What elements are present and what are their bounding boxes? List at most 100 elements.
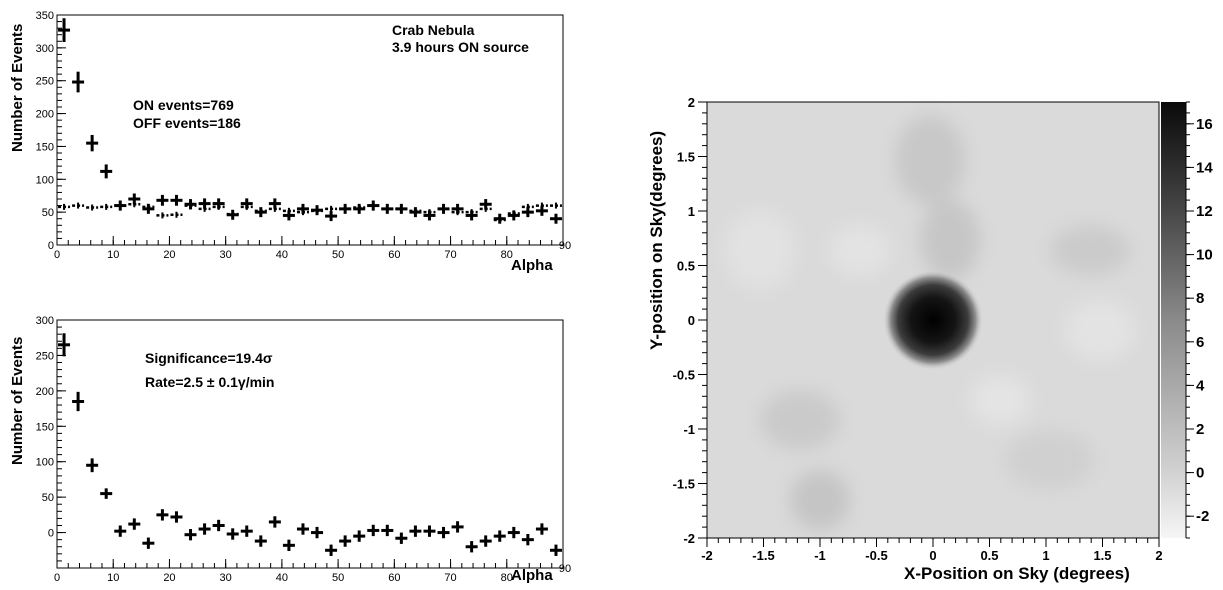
y-tick-label: -2 <box>683 531 695 546</box>
data-point <box>114 525 127 537</box>
data-point <box>156 509 169 521</box>
x-tick-label: -0.5 <box>865 548 887 563</box>
off-data-point <box>409 207 422 214</box>
annotation-off-events: OFF events=186 <box>133 115 241 131</box>
data-point <box>549 213 562 224</box>
off-data-point <box>353 204 366 211</box>
y-tick-label: 250 <box>36 76 54 88</box>
off-data-point <box>198 205 211 212</box>
x-tick-label: 70 <box>444 249 456 261</box>
x-tick-label: 60 <box>388 249 400 261</box>
x-tick-label: 90 <box>559 240 571 252</box>
colorbar-tick-label: 6 <box>1196 334 1204 351</box>
colorbar-tick-label: 0 <box>1196 465 1204 482</box>
data-point <box>437 526 450 539</box>
annotation-title: Crab Nebula <box>392 22 475 38</box>
data-point <box>198 523 211 535</box>
y-tick-label: 300 <box>36 315 54 327</box>
data-point <box>226 528 239 540</box>
data-point <box>311 526 324 539</box>
data-point <box>212 519 225 532</box>
x-tick-label: 1.5 <box>1093 548 1111 563</box>
data-point <box>507 526 520 539</box>
x-tick-label: 60 <box>388 572 400 584</box>
data-point <box>465 541 478 553</box>
off-data-point <box>86 204 99 211</box>
colorbar-tick-label: 12 <box>1196 203 1213 220</box>
y-tick-label: 50 <box>42 492 54 504</box>
y-tick-label: 0.5 <box>677 259 695 274</box>
off-data-point <box>381 205 394 212</box>
off-data-point <box>156 212 169 219</box>
data-point <box>381 524 394 537</box>
plot-frame <box>56 319 564 569</box>
off-data-point <box>493 217 506 224</box>
y-tick-label: 50 <box>42 207 54 219</box>
colorbar-tick-label: 8 <box>1196 290 1204 307</box>
x-axis-ticks: 0 10 20 30 40 50 60 70 80 90 <box>54 559 571 584</box>
y-tick-label: 100 <box>36 174 54 186</box>
y-tick-label: -1.5 <box>673 477 695 492</box>
annotation-on-events: ON events=769 <box>133 97 234 113</box>
data-point <box>86 458 99 473</box>
y-tick-label: 1 <box>688 204 695 219</box>
data-point <box>353 530 366 542</box>
gamma-source-peak <box>883 270 983 370</box>
data-point <box>254 535 267 547</box>
data-point <box>451 521 464 533</box>
data-point <box>339 535 352 547</box>
colorbar-tick-label: 16 <box>1196 116 1213 133</box>
off-data-point <box>339 205 352 212</box>
x-tick-label: -1 <box>814 548 826 563</box>
colorbar-ticks: -2 0 2 4 6 8 10 12 14 16 <box>1185 101 1213 539</box>
x-tick-label: 0.5 <box>980 548 998 563</box>
data-point <box>58 333 71 357</box>
off-data-point <box>254 207 267 214</box>
data-point <box>86 134 99 152</box>
off-data-point <box>128 201 141 208</box>
y-tick-label: 100 <box>36 457 54 469</box>
y-tick-label: 200 <box>36 109 54 121</box>
data-point <box>549 544 562 556</box>
x-tick-label: 0 <box>54 249 60 261</box>
y-axis-ticks: 0 50 100 150 200 250 300 <box>36 315 66 569</box>
x-tick-label: 0 <box>54 572 60 584</box>
data-point <box>170 194 183 206</box>
data-markers <box>58 18 562 224</box>
data-point <box>100 164 113 179</box>
data-markers <box>58 333 562 556</box>
y-tick-label: 300 <box>36 43 54 55</box>
y-tick-label: 200 <box>36 386 54 398</box>
off-data-point <box>507 210 520 217</box>
y-tick-label: 2 <box>688 95 695 110</box>
x-tick-label: 0 <box>929 548 936 563</box>
x-tick-label: 10 <box>107 249 119 261</box>
x-tick-label: 10 <box>107 572 119 584</box>
off-data-point <box>184 202 197 209</box>
alpha-plot-bottom: 0 50 100 150 200 250 300 0 10 20 30 40 50 60 70 80 90 N… <box>9 315 571 584</box>
x-axis-title: X-Position on Sky (degrees) <box>904 564 1130 583</box>
x-axis-title: Alpha <box>511 567 553 584</box>
data-point <box>58 18 71 42</box>
data-point <box>479 535 492 547</box>
y-tick-label: 0 <box>48 528 54 540</box>
x-tick-label: 30 <box>220 249 232 261</box>
off-data-point <box>423 209 436 216</box>
off-data-point <box>226 211 239 218</box>
off-data-point <box>479 205 492 212</box>
data-point <box>128 518 141 530</box>
off-data-point <box>72 202 85 209</box>
data-point <box>100 488 113 499</box>
y-tick-label: 0 <box>688 313 695 328</box>
off-data-point <box>465 209 478 216</box>
background-texture <box>725 115 1135 530</box>
annotation-exposure: 3.9 hours ON source <box>392 39 529 55</box>
x-tick-label: 50 <box>332 249 344 261</box>
data-point <box>535 523 548 535</box>
off-data-point <box>268 205 281 212</box>
x-tick-label: -2 <box>701 548 713 563</box>
y-axis-title: Number of Events <box>9 337 26 465</box>
off-data-point <box>367 202 380 209</box>
data-point <box>184 529 197 541</box>
x-tick-label: 80 <box>501 572 513 584</box>
